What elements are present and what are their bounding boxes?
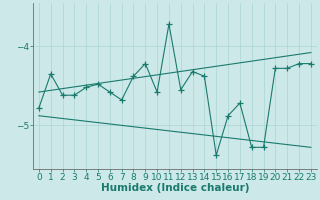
X-axis label: Humidex (Indice chaleur): Humidex (Indice chaleur) (100, 183, 249, 193)
